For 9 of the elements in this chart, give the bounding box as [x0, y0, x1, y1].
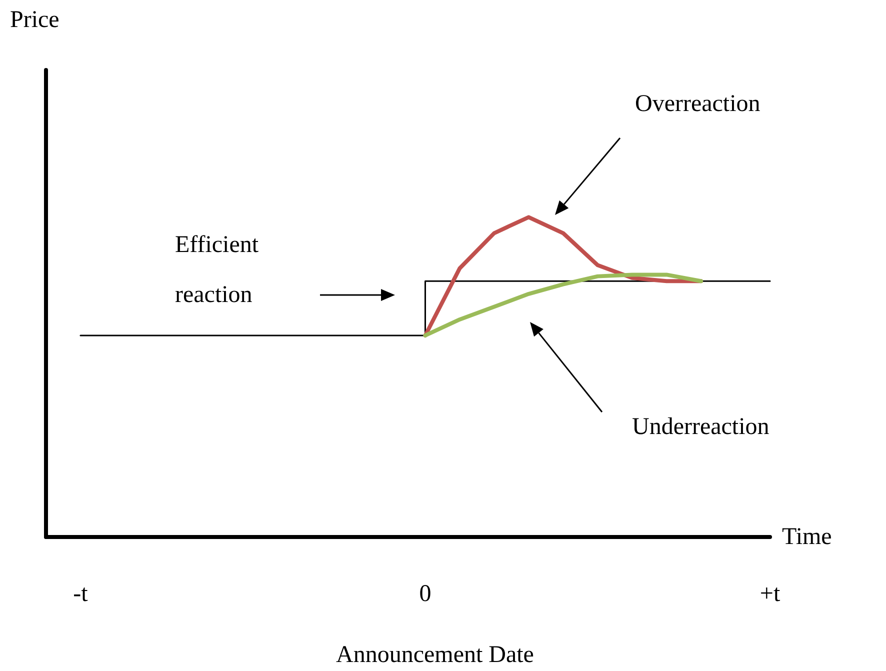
annotation: Underreaction: [632, 414, 770, 440]
x-tick-label: +t: [760, 581, 780, 607]
annotation: Efficient reaction: [175, 232, 265, 308]
x-tick-label: -t: [73, 581, 88, 607]
x-tick-label: 0: [419, 581, 432, 607]
x-axis-title: Time: [782, 524, 832, 550]
text: Overreaction: [635, 91, 760, 117]
text: Announcement Date: [336, 642, 534, 668]
text: Price: [10, 7, 60, 33]
